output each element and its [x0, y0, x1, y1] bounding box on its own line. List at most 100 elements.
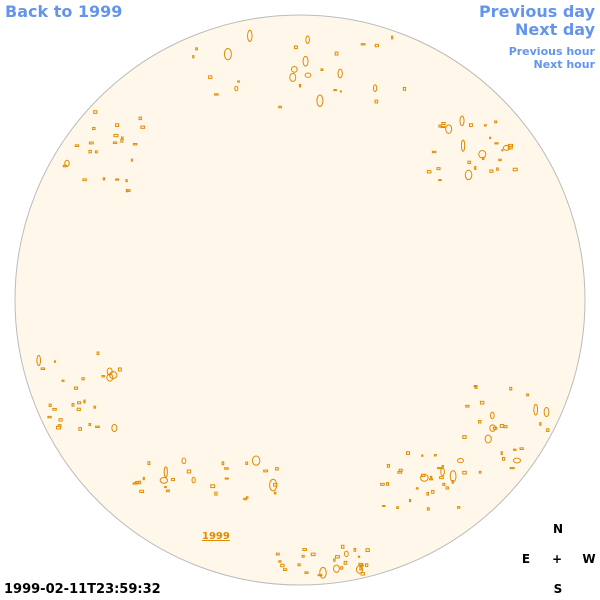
region-outline	[365, 563, 369, 568]
region-outline	[469, 123, 473, 128]
region-outline	[449, 470, 457, 483]
region-outline	[191, 476, 196, 484]
region-outline	[478, 419, 482, 424]
region-outline	[78, 427, 82, 431]
compass-north: N	[552, 522, 564, 536]
region-outline	[147, 461, 151, 466]
region-outline	[500, 451, 503, 456]
region-outline	[365, 548, 370, 552]
region-outline	[280, 563, 285, 568]
region-outline	[501, 457, 506, 461]
region-outline	[93, 110, 98, 114]
region-outline	[380, 482, 385, 486]
region-outline	[94, 150, 98, 154]
region-outline	[101, 375, 105, 378]
region-outline	[88, 141, 94, 145]
region-outline	[460, 139, 466, 152]
region-outline	[467, 160, 471, 165]
region-outline	[429, 478, 434, 481]
region-outline	[237, 80, 240, 83]
region-outline	[102, 177, 106, 181]
region-outline	[115, 178, 120, 181]
back-link[interactable]: Back to 1999	[5, 2, 123, 21]
region-outline	[499, 424, 505, 428]
region-outline	[494, 142, 499, 145]
region-outline	[76, 407, 81, 412]
region-outline	[96, 351, 100, 356]
region-outline	[483, 124, 487, 127]
region-outline	[275, 467, 279, 471]
region-outline	[40, 367, 45, 370]
region-outline	[479, 400, 485, 405]
region-outline	[243, 497, 248, 501]
region-outline	[111, 424, 118, 433]
region-outline	[539, 422, 542, 426]
region-outline	[289, 72, 297, 82]
region-outline	[319, 566, 327, 579]
solar-disk	[14, 14, 586, 586]
region-outline	[456, 458, 464, 464]
region-outline	[221, 461, 225, 466]
year-link[interactable]: 1999	[202, 531, 230, 542]
region-outline	[245, 496, 249, 499]
region-outline	[138, 116, 142, 121]
region-outline	[431, 489, 435, 494]
region-outline	[224, 467, 229, 470]
region-outline	[263, 469, 269, 473]
region-outline	[546, 428, 550, 432]
region-outline	[77, 401, 82, 405]
region-outline	[192, 55, 195, 59]
region-outline	[474, 166, 477, 171]
region-outline	[359, 566, 362, 571]
region-outline	[512, 167, 518, 172]
region-outline	[382, 505, 386, 508]
region-outline	[234, 85, 239, 92]
region-outline	[316, 94, 324, 107]
previous-hour-link[interactable]: Previous hour	[508, 45, 595, 58]
region-outline	[140, 125, 146, 129]
region-outline	[186, 469, 192, 474]
region-outline	[251, 455, 261, 466]
region-outline	[492, 426, 498, 430]
region-outline	[214, 93, 219, 96]
region-outline	[396, 506, 399, 509]
previous-day-link[interactable]: Previous day	[478, 2, 595, 21]
region-outline	[132, 143, 138, 146]
region-outline	[118, 367, 122, 372]
region-outline	[333, 558, 336, 562]
region-outline	[83, 399, 86, 404]
region-outline	[357, 555, 361, 558]
region-outline	[496, 167, 499, 171]
next-hour-link[interactable]: Next hour	[533, 58, 596, 71]
region-outline	[304, 72, 312, 78]
region-outline	[273, 491, 277, 495]
region-outline	[473, 385, 477, 388]
region-outline	[501, 149, 504, 152]
region-outline	[507, 145, 513, 150]
region-outline	[489, 136, 492, 140]
region-outline	[224, 477, 229, 480]
region-outline	[247, 29, 253, 42]
region-outline	[465, 404, 470, 408]
region-outline	[343, 560, 348, 565]
region-outline	[440, 467, 445, 477]
region-outline	[360, 571, 365, 576]
region-outline	[533, 403, 539, 416]
region-outline	[88, 149, 92, 154]
region-outline	[513, 448, 517, 451]
region-outline	[464, 169, 473, 181]
region-outline	[462, 470, 467, 475]
region-outline	[489, 424, 496, 432]
compass-south: S	[553, 582, 563, 596]
region-outline	[301, 554, 305, 558]
region-outline	[440, 125, 446, 129]
region-outline	[93, 405, 97, 409]
region-outline	[355, 565, 364, 574]
next-day-link[interactable]: Next day	[515, 20, 595, 39]
region-outline	[442, 482, 446, 486]
region-outline	[115, 123, 120, 127]
region-outline	[82, 178, 87, 182]
region-outline	[494, 120, 498, 124]
region-outline	[92, 126, 96, 131]
region-outline	[48, 403, 52, 407]
